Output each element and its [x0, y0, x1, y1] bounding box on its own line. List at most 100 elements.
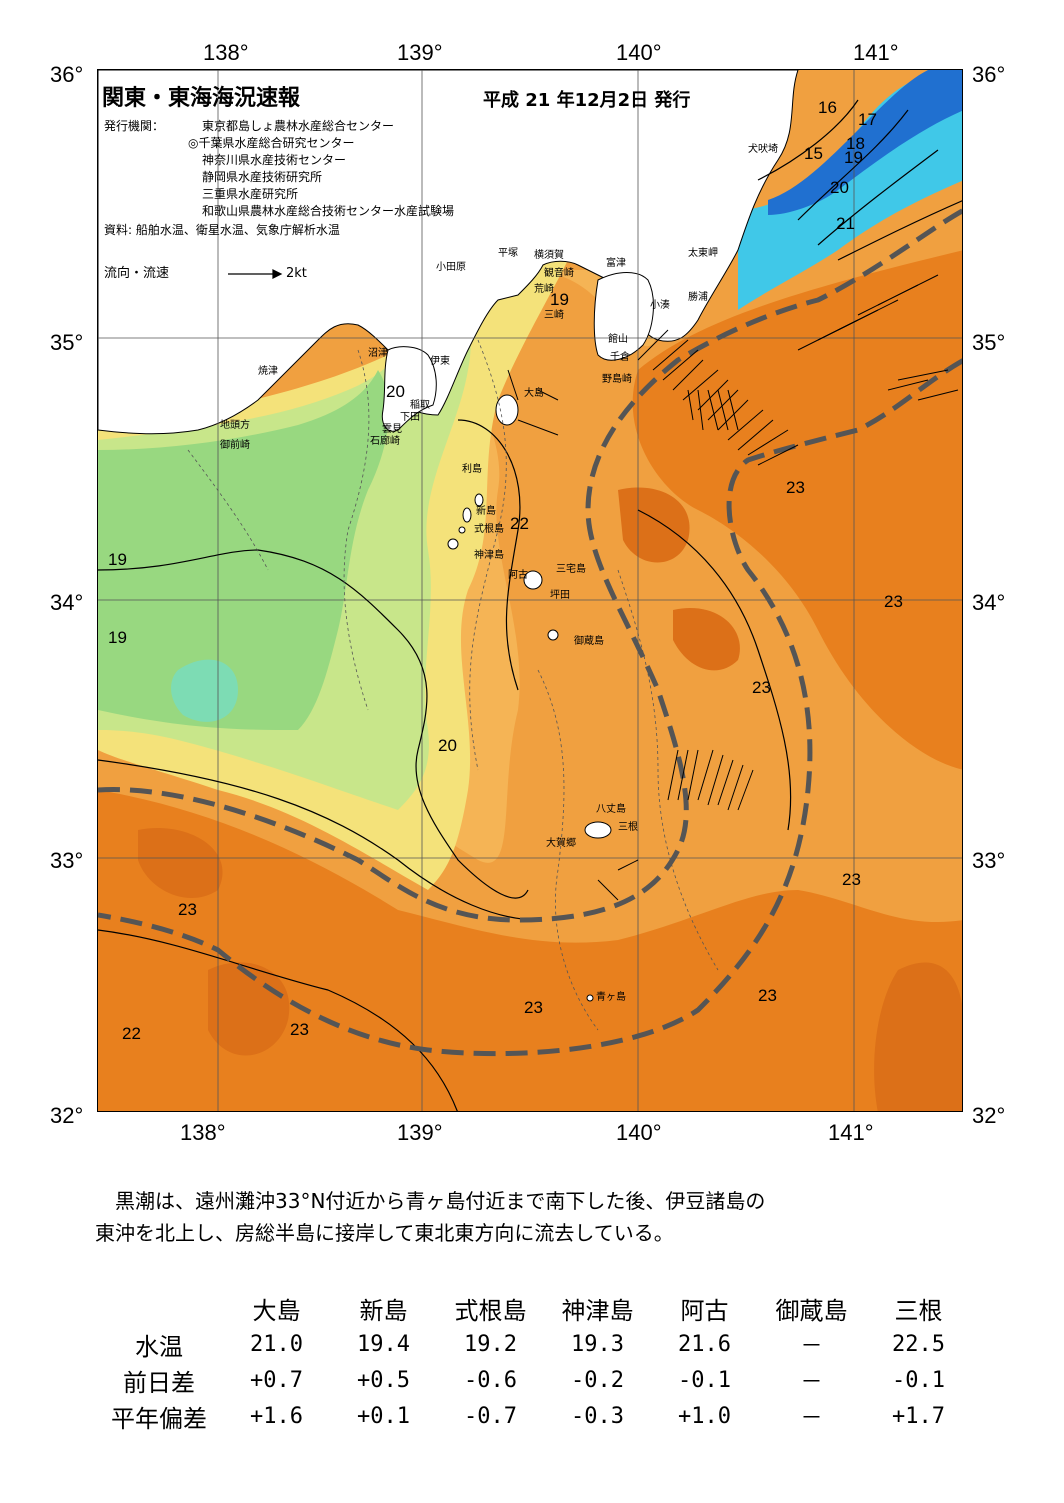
place-tsubota: 坪田 — [550, 590, 570, 601]
issuer-1: 東京都島しょ農林水産総合センター — [202, 119, 395, 133]
izu-peninsula — [381, 346, 437, 432]
place-taitomisaki: 太東岬 — [688, 248, 718, 259]
place-okago: 大賀郷 — [546, 838, 576, 849]
warm-water-patch-mid — [673, 608, 740, 671]
table-cell: -0.3 — [571, 1403, 624, 1429]
place-tateyama: 館山 — [608, 334, 628, 345]
place-jitogata: 地頭方 — [220, 420, 250, 431]
warm-water-patch-ne — [618, 487, 690, 563]
issuer-6: 和歌山県農林水産総合技術センター水産試験場 — [202, 204, 455, 218]
table-header-row: 大島 新島 式根島 神津島 阿古 御蔵島 三根 — [95, 1290, 972, 1326]
station-kozushima: 神津島 — [561, 1296, 634, 1325]
issuer-4: 静岡県水産技術研究所 — [202, 170, 323, 184]
niijima-island — [462, 507, 472, 523]
lat-label-left-32: 32° — [50, 1103, 84, 1128]
place-futtsu: 富津 — [606, 258, 626, 269]
issuer-5: 三重県水産研究所 — [202, 187, 299, 201]
isotherm-label: 20 — [438, 736, 457, 755]
table-cell: － — [800, 1406, 823, 1431]
table-cell: 19.3 — [571, 1331, 624, 1357]
place-mikurajima: 御蔵島 — [574, 636, 604, 647]
isotherm-label: 16 — [818, 98, 837, 117]
station-oshima: 大島 — [252, 1296, 301, 1325]
place-mitsune: 三根 — [618, 822, 638, 833]
table-cell: +1.7 — [892, 1403, 945, 1429]
station-mikurajima: 御蔵島 — [775, 1296, 848, 1325]
table-corner — [95, 1290, 223, 1326]
table-cell: +1.0 — [678, 1403, 731, 1429]
place-toshima: 利島 — [462, 464, 482, 475]
issuers-label: 発行機関： — [104, 119, 165, 133]
lon-label-bottom-138: 138° — [180, 1120, 226, 1145]
place-omaezaki: 御前崎 — [220, 440, 250, 451]
place-yaizu: 焼津 — [258, 366, 278, 377]
place-shikinejima: 式根島 — [474, 524, 504, 535]
isotherm-label: 19 — [108, 628, 127, 647]
table-cell: -0.7 — [464, 1403, 517, 1429]
table-cell: 19.2 — [464, 1331, 517, 1357]
lon-label-bottom-139: 139° — [397, 1120, 443, 1145]
isotherm-label: 19 — [550, 290, 569, 309]
warm-water-patch-east-edge — [874, 962, 962, 1111]
oyashio-cold-core — [768, 70, 962, 215]
table-cell: +0.1 — [357, 1403, 410, 1429]
place-misaki: 三崎 — [544, 310, 564, 321]
lat-label-left-33: 33° — [50, 848, 84, 873]
issuer-3: 神奈川県水産技術センター — [202, 153, 347, 167]
commentary-line-1: 黒潮は、遠州灘沖33°N付近から青ヶ島付近まで南下した後、伊豆諸島の — [95, 1189, 766, 1213]
current-vectors — [507, 274, 959, 901]
lon-label-bottom-141: 141° — [828, 1120, 874, 1145]
lat-label-right-33: 33° — [972, 848, 1006, 873]
lat-label-right-35: 35° — [972, 330, 1006, 355]
lon-label-top-138: 138° — [203, 40, 249, 65]
place-kozushima: 神津島 — [474, 550, 504, 561]
hachijojima-island — [584, 821, 612, 839]
table-cell: 21.6 — [678, 1331, 731, 1357]
place-miyakejima: 三宅島 — [556, 564, 586, 575]
table-cell: － — [800, 1370, 823, 1395]
lon-label-top-141: 141° — [853, 40, 899, 65]
place-katsuura: 勝浦 — [688, 292, 708, 303]
place-chikura: 千倉 — [610, 352, 630, 363]
issue-date: 平成 21 年12月2日 発行 — [483, 90, 691, 111]
commentary: 黒潮は、遠州灘沖33°N付近から青ヶ島付近まで南下した後、伊豆諸島の 東沖を北上… — [95, 1185, 995, 1249]
isotherm-label: 19 — [844, 148, 863, 167]
isotherm-label: 23 — [884, 592, 903, 611]
sea-temperature-map: 関東・東海海況速報 平成 21 年12月2日 発行 発行機関： 東京都島しょ農林… — [97, 69, 963, 1112]
table-cell: -0.1 — [892, 1367, 945, 1393]
shikinejima-island — [458, 526, 466, 534]
place-aogashima: 青ヶ島 — [596, 992, 626, 1003]
isotherm-label: 23 — [290, 1020, 309, 1039]
lat-label-left-34: 34° — [50, 590, 84, 615]
lon-label-top-140: 140° — [616, 40, 662, 65]
lat-label-right-32: 32° — [972, 1103, 1006, 1128]
lon-label-bottom-140: 140° — [616, 1120, 662, 1145]
station-niijima: 新島 — [359, 1296, 408, 1325]
row-label-anomaly: 平年偏差 — [111, 1404, 207, 1433]
table-cell: +1.6 — [250, 1403, 303, 1429]
isotherm-label: 23 — [752, 678, 771, 697]
graticule — [98, 70, 962, 1111]
place-odawara: 小田原 — [436, 262, 466, 273]
cool-water-zone-green — [98, 370, 389, 730]
isotherm-label: 17 — [858, 110, 877, 129]
place-niijima: 新島 — [476, 506, 496, 517]
isotherm-label: 22 — [510, 514, 529, 533]
place-oshima: 大島 — [524, 388, 544, 399]
lat-label-left-36: 36° — [50, 62, 84, 87]
place-shimoda: 下田 — [400, 412, 420, 423]
table-cell: +0.7 — [250, 1367, 303, 1393]
aogashima-island — [586, 994, 594, 1002]
row-label-water-temp: 水温 — [135, 1332, 183, 1361]
table-cell: 21.0 — [250, 1331, 303, 1357]
place-irozaki: 石廊崎 — [370, 436, 400, 447]
isotherm-label: 22 — [122, 1024, 141, 1043]
table-cell: -0.1 — [678, 1367, 731, 1393]
map-canvas — [98, 70, 962, 1111]
station-ako: 阿古 — [680, 1296, 729, 1325]
table-cell: 22.5 — [892, 1331, 945, 1357]
isotherm-label: 21 — [836, 214, 855, 233]
isotherm-label: 23 — [842, 870, 861, 889]
table-cell: -0.2 — [571, 1367, 624, 1393]
table-row: 平年偏差 +1.6 +0.1 -0.7 -0.3 +1.0 － +1.7 — [95, 1398, 972, 1434]
